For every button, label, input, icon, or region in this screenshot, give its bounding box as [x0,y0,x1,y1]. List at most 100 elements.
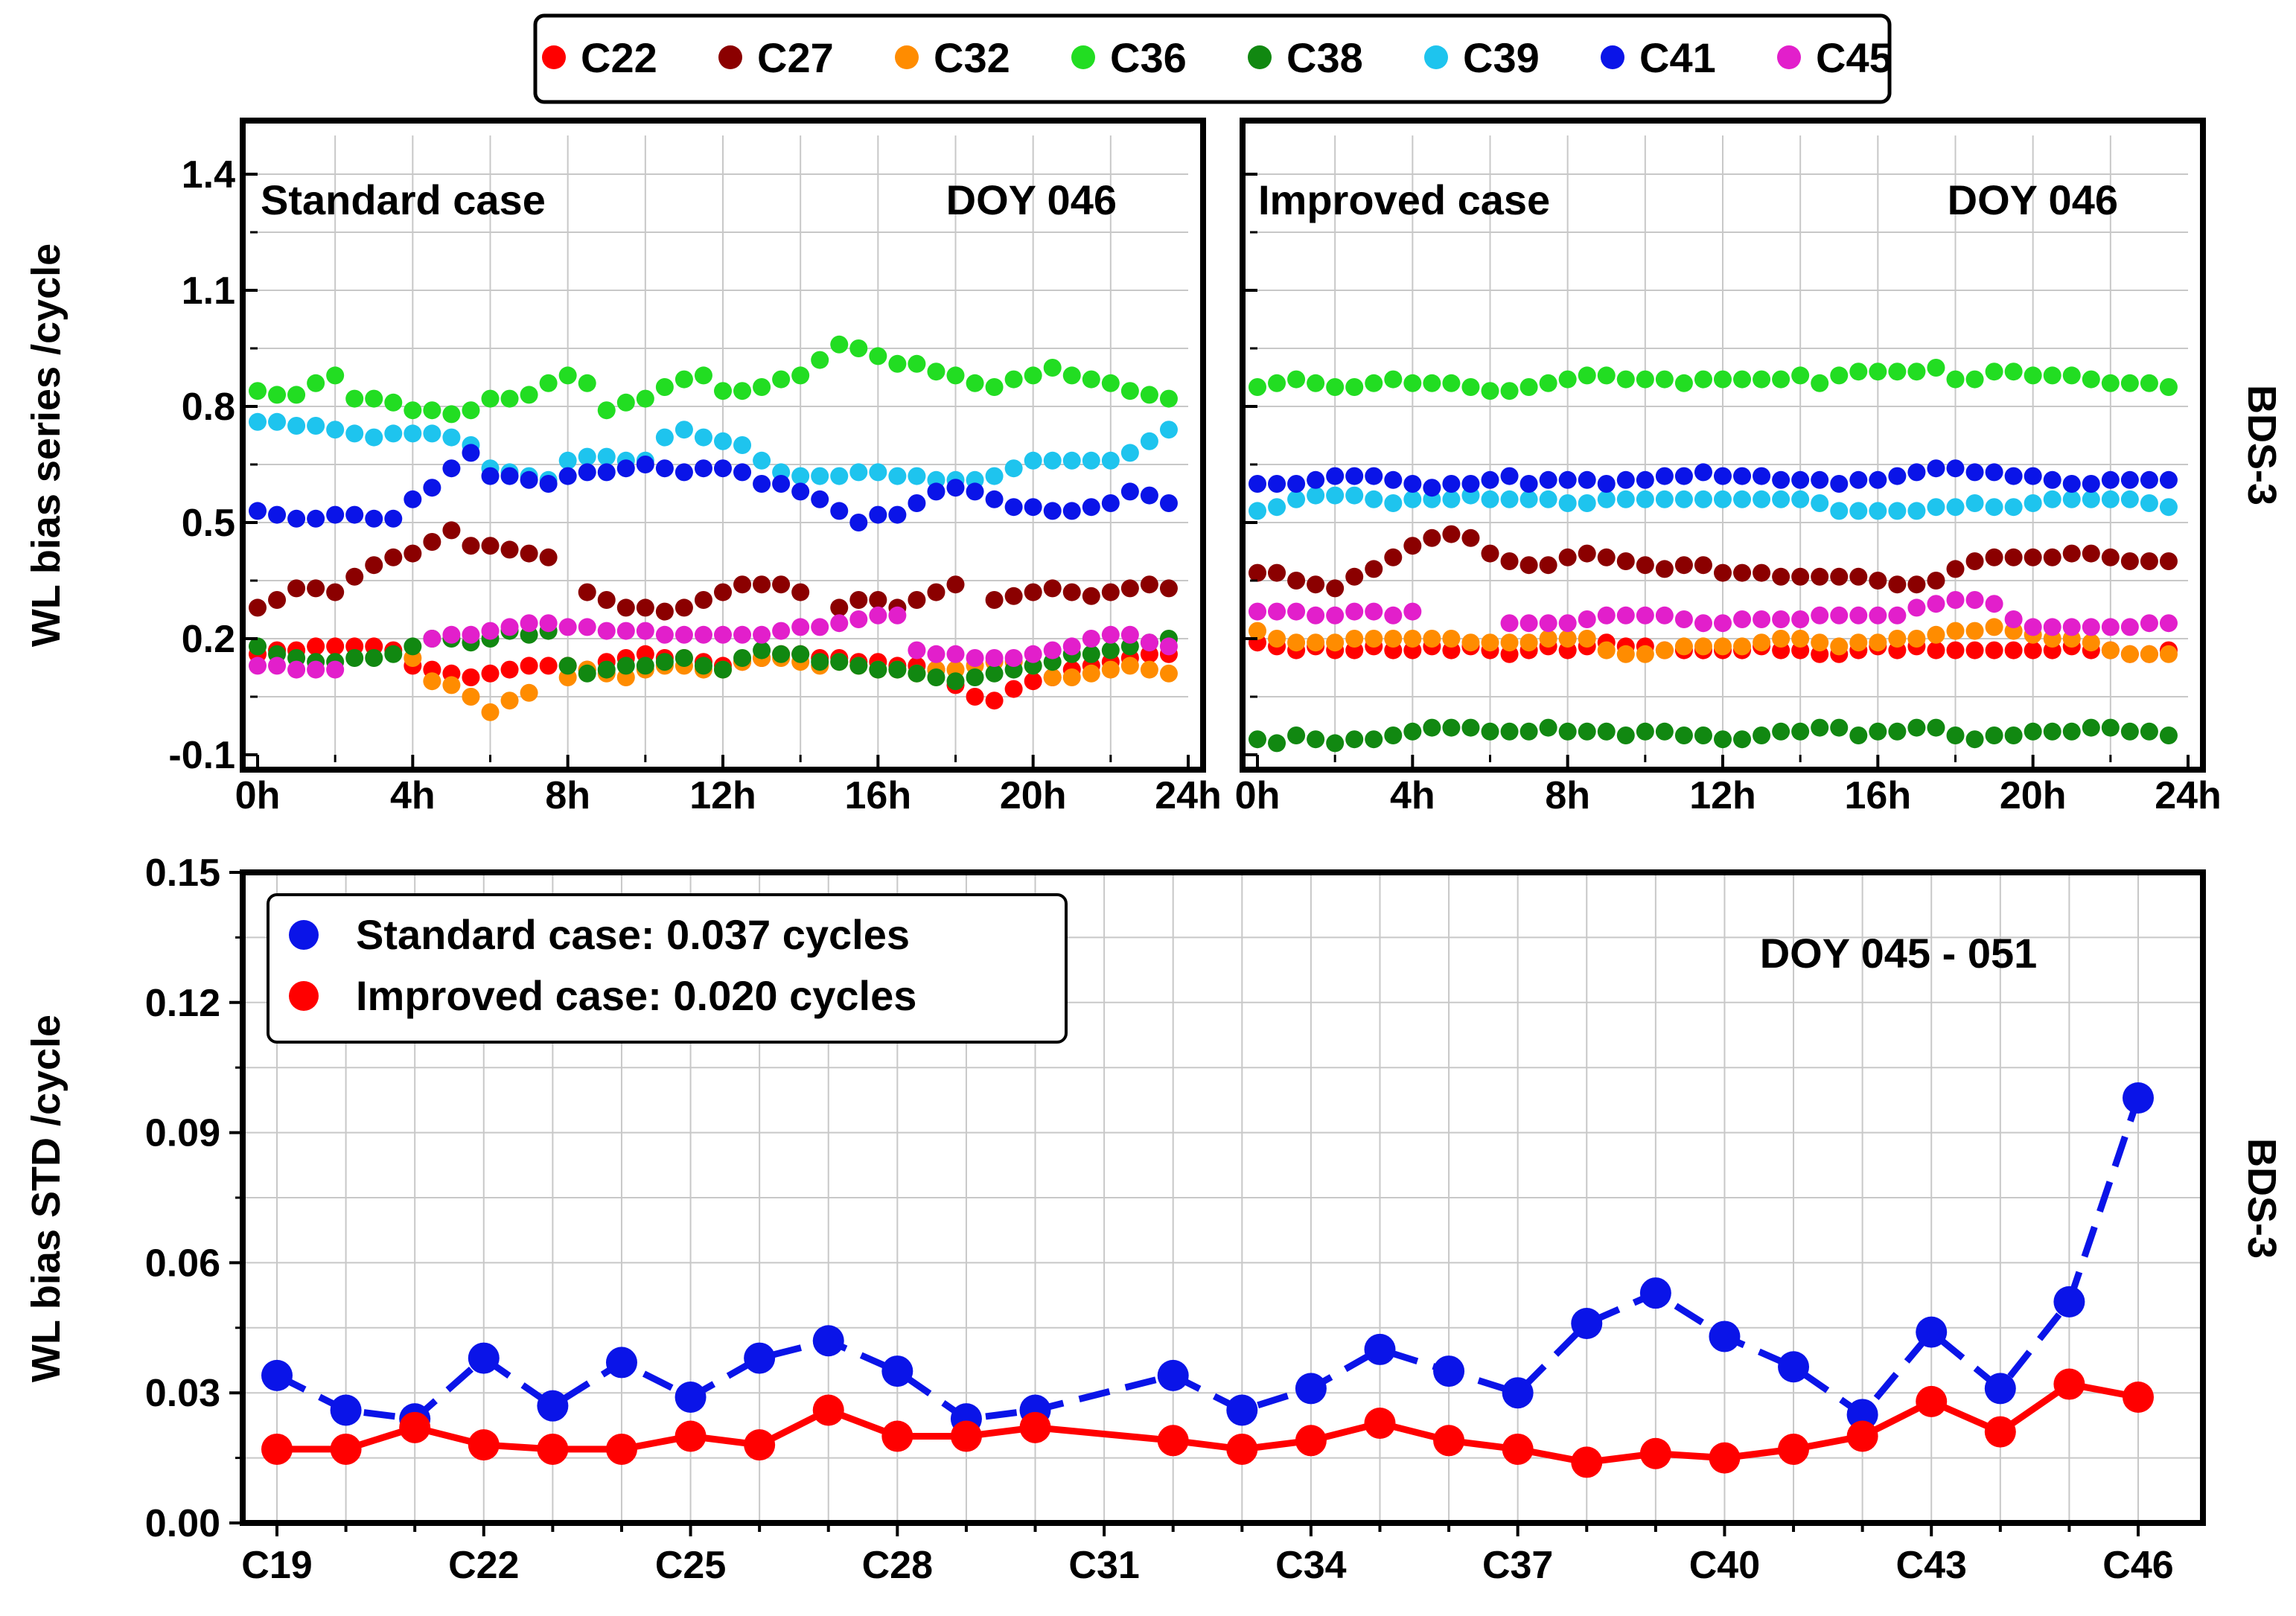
point-c39 [287,417,306,435]
point-c41 [326,505,345,524]
point-c41 [1869,470,1887,489]
point-c27 [1519,556,1538,575]
point-c45 [1791,610,1810,628]
point-c36 [423,401,441,420]
point-c41 [1120,482,1139,501]
point-c45 [597,622,616,640]
point-c36 [2004,363,2023,381]
std-legend-frame [267,893,1068,1044]
point-c41 [869,505,887,524]
point-c39 [345,424,364,443]
point-c38 [558,657,577,675]
point-c27 [1287,572,1306,590]
point-c45 [1888,606,1907,625]
point-c27 [1345,567,1364,586]
point-c41 [2120,470,2139,489]
point-c45 [1062,637,1081,656]
point-c36 [1004,370,1023,389]
y-tick-label: -0.1 [168,734,235,777]
point-c41 [1461,475,1480,493]
point-standard [1226,1394,1258,1426]
point-c41 [888,505,907,524]
point-c38 [1965,730,1984,749]
point-c36 [1287,370,1306,389]
point-c41 [694,459,712,478]
point-improved [812,1394,844,1426]
point-improved [1295,1425,1327,1457]
point-c27 [946,575,965,594]
point-c32 [1811,633,1829,652]
point-c36 [1907,363,1926,381]
point-c39 [1043,451,1062,470]
point-c32 [1830,637,1849,656]
point-c27 [423,533,441,551]
x-tick-label: 0h [1235,774,1281,817]
x-tick-label: 0h [235,774,281,817]
point-c32 [2140,645,2158,663]
point-c27 [1558,548,1577,566]
point-standard [812,1325,844,1357]
point-c38 [927,668,945,686]
point-c45 [1849,606,1868,625]
legend-label-c41: C41 [1639,34,1716,81]
point-c27 [2004,548,2023,566]
point-c39 [1519,490,1538,508]
point-c41 [908,494,926,512]
point-c27 [1403,537,1422,555]
point-improved [605,1433,637,1465]
point-c32 [2120,645,2139,663]
point-c38 [597,660,616,679]
point-c27 [1140,575,1158,594]
point-improved [330,1433,362,1465]
point-standard [261,1359,293,1391]
x-tick-label: 16h [845,774,912,817]
point-standard [1157,1359,1189,1391]
point-c39 [423,424,441,443]
point-c32 [1423,630,1441,648]
y-tick-label: 1.4 [182,153,235,197]
point-c22 [966,688,984,706]
x-tick-label: C31 [1068,1544,1139,1587]
point-c38 [1694,726,1712,744]
point-c41 [1442,475,1461,493]
point-c41 [1140,486,1158,505]
point-standard [881,1355,913,1387]
point-c32 [500,692,519,710]
point-c38 [714,660,732,679]
point-c41 [1888,467,1907,485]
point-c27 [462,537,480,555]
point-c39 [791,467,810,485]
point-c36 [2024,366,2042,385]
x-tick-label: C46 [2102,1544,2173,1587]
point-c41 [404,490,422,508]
point-c36 [694,366,712,385]
point-c27 [249,598,267,617]
point-c32 [1791,630,1810,648]
point-c45 [733,625,752,644]
point-c38 [1423,718,1441,737]
point-c39 [675,421,693,439]
point-c36 [888,354,907,373]
point-c36 [908,354,926,373]
point-c27 [1268,563,1286,582]
panel-std-grid [243,872,2203,1523]
point-c36 [791,366,810,385]
top-legend-frame [533,13,1892,104]
point-improved [2123,1382,2154,1414]
point-c39 [384,424,403,443]
point-c36 [1733,370,1752,389]
legend-label-c27: C27 [757,34,834,81]
point-c32 [1249,622,1266,640]
point-c45 [1345,602,1364,621]
point-c27 [1694,556,1712,575]
x-tick-label: 8h [1545,774,1590,817]
point-c36 [811,351,829,369]
point-c27 [539,548,558,566]
point-c45 [1307,606,1325,625]
point-c32 [1694,637,1712,656]
point-c36 [1753,370,1771,389]
point-standard [2123,1082,2154,1114]
point-c38 [1946,726,1965,744]
std-legend: Standard case: 0.037 cycles Improved cas… [267,893,1068,1044]
